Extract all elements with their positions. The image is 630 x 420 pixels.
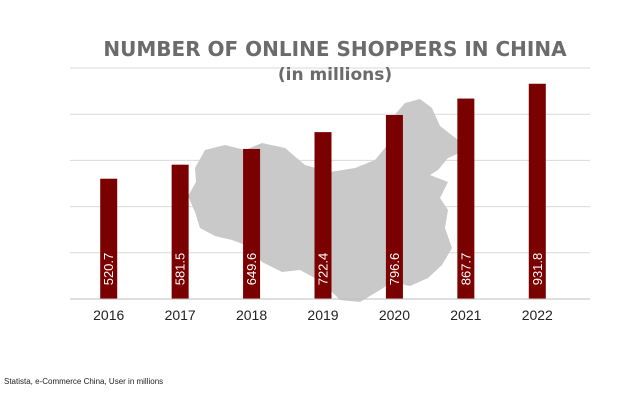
chart-subtitle: (in millions) [278,65,392,85]
x-tick-label: 2019 [307,307,338,323]
bar-2018 [243,148,261,299]
bar-value-label: 520.7 [101,253,116,286]
x-tick-label: 2017 [165,307,196,323]
x-tick-label: 2022 [522,307,553,323]
bar-value-label: 649.6 [244,253,259,286]
bar-2019 [314,132,332,299]
x-tick-label: 2021 [450,307,481,323]
x-tick-label: 2018 [236,307,267,323]
bar-2016 [100,178,118,299]
bar-value-label: 581.5 [173,253,188,286]
bar-value-label: 867.7 [458,253,473,286]
bar-2017 [171,164,189,299]
bars: 520.7 581.5 649.6 722.4 796.6 867.7 931.8 [100,83,546,299]
x-tick-label: 2020 [379,307,410,323]
bar-2022 [528,83,546,299]
bar-2020 [385,114,403,299]
x-tick-label: 2016 [93,307,124,323]
bar-2021 [457,98,475,299]
source-note: Statista, e-Commerce China, User in mill… [4,377,164,386]
bar-value-label: 722.4 [316,253,331,286]
chart-title: NUMBER OF ONLINE SHOPPERS IN CHINA [103,37,567,61]
bar-value-label: 931.8 [530,253,545,286]
x-axis-ticks: 2016 2017 2018 2019 2020 2021 2022 [93,307,553,323]
bar-value-label: 796.6 [387,253,402,286]
